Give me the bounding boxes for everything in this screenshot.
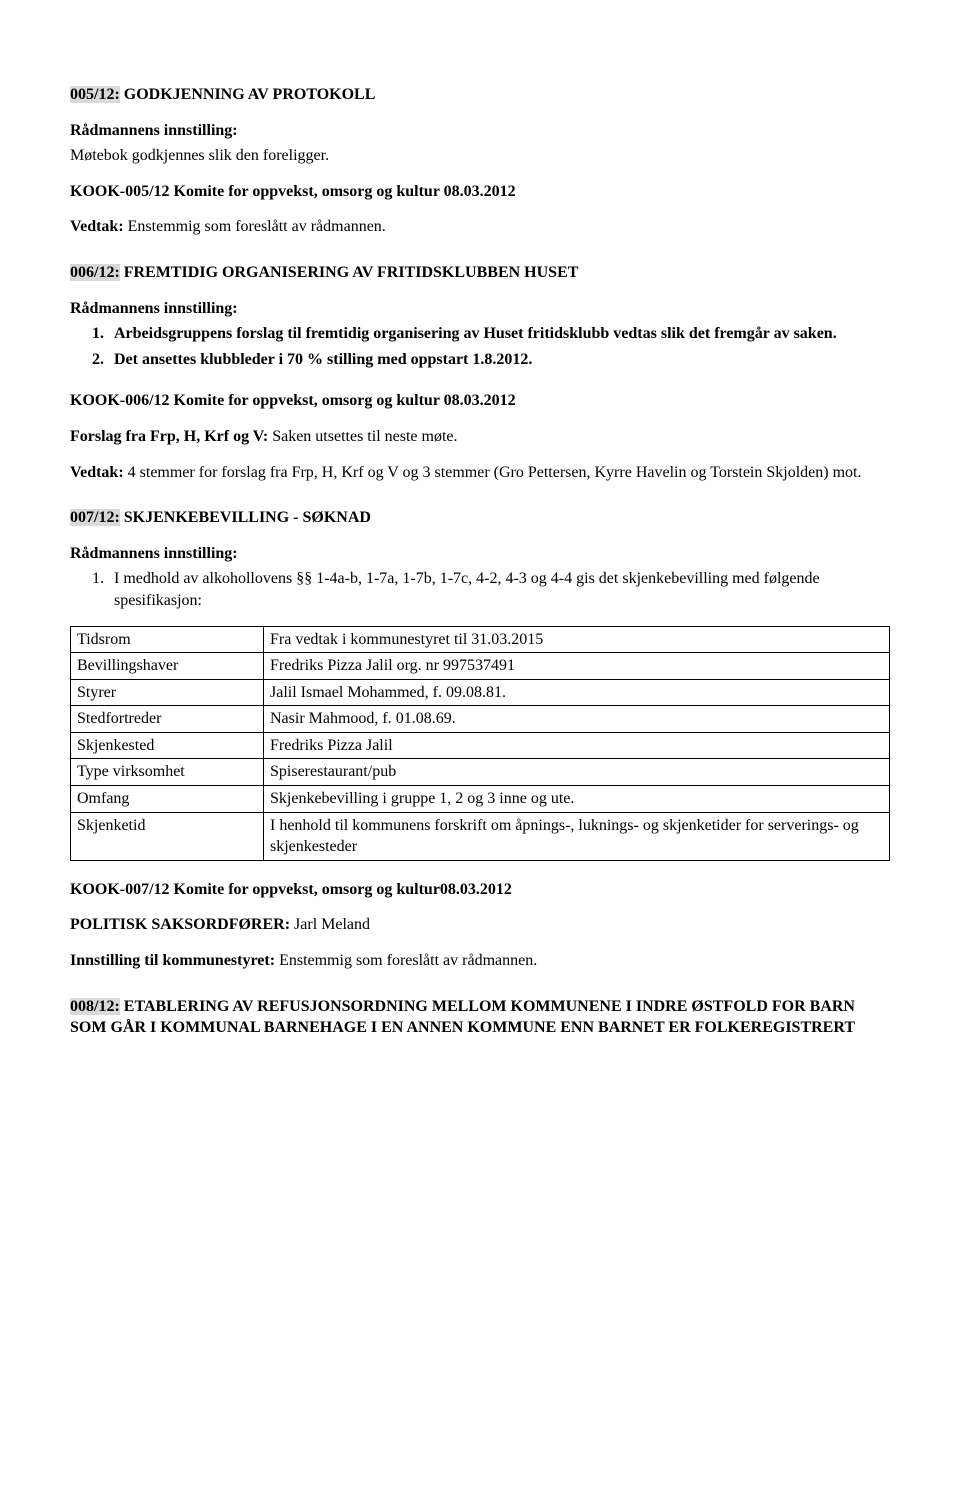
section-006-title: 006/12: FREMTIDIG ORGANISERING AV FRITID… [70, 262, 890, 284]
section-005-rest: GODKJENNING AV PROTOKOLL [120, 86, 376, 103]
section-005-title: 005/12: GODKJENNING AV PROTOKOLL [70, 84, 890, 106]
section-007-rest: SKJENKEBEVILLING - SØKNAD [120, 509, 371, 526]
table-cell: Tidsrom [71, 626, 264, 653]
table-cell: Skjenketid [71, 812, 264, 860]
s007-saksord-label: POLITISK SAKSORDFØRER: [70, 916, 290, 933]
section-007-num: 007/12: [70, 509, 120, 526]
table-row: Type virksomhetSpiserestaurant/pub [71, 759, 890, 786]
table-row: TidsromFra vedtak i kommunestyret til 31… [71, 626, 890, 653]
table-cell: Spiserestaurant/pub [264, 759, 890, 786]
s006-vedtak-label: Vedtak: [70, 464, 124, 481]
s007-saksord-text: Jarl Meland [290, 916, 370, 933]
s006-kook: KOOK-006/12 Komite for oppvekst, omsorg … [70, 390, 890, 412]
list-item: Det ansettes klubbleder i 70 % stilling … [108, 349, 890, 371]
table-cell: Skjenkebevilling i gruppe 1, 2 og 3 inne… [264, 786, 890, 813]
table-cell: Skjenkested [71, 732, 264, 759]
section-008-title: 008/12: ETABLERING AV REFUSJONSORDNING M… [70, 996, 890, 1039]
section-006-rest: FREMTIDIG ORGANISERING AV FRITIDSKLUBBEN… [120, 264, 579, 281]
s007-innstilling-label: Rådmannens innstilling: [70, 543, 890, 565]
s006-forslag-text: Saken utsettes til neste møte. [268, 428, 457, 445]
table-cell: Bevillingshaver [71, 653, 264, 680]
s005-innstilling-label: Rådmannens innstilling: [70, 120, 890, 142]
s007-innst-ks-text: Enstemmig som foreslått av rådmannen. [275, 952, 537, 969]
s006-innstilling-label: Rådmannens innstilling: [70, 298, 890, 320]
table-row: SkjenketidI henhold til kommunens forskr… [71, 812, 890, 860]
list-item: Arbeidsgruppens forslag til fremtidig or… [108, 323, 890, 345]
section-008-rest: ETABLERING AV REFUSJONSORDNING MELLOM KO… [70, 998, 855, 1037]
s005-vedtak-text: Enstemmig som foreslått av rådmannen. [124, 218, 386, 235]
table-cell: Jalil Ismael Mohammed, f. 09.08.81. [264, 679, 890, 706]
s007-kook: KOOK-007/12 Komite for oppvekst, omsorg … [70, 879, 890, 901]
table-cell: Fredriks Pizza Jalil org. nr 997537491 [264, 653, 890, 680]
s006-vedtak: Vedtak: 4 stemmer for forslag fra Frp, H… [70, 462, 890, 484]
s007-innst-ks: Innstilling til kommunestyret: Enstemmig… [70, 950, 890, 972]
s005-innstilling-text: Møtebok godkjennes slik den foreligger. [70, 145, 890, 167]
table-row: OmfangSkjenkebevilling i gruppe 1, 2 og … [71, 786, 890, 813]
section-005-num: 005/12: [70, 86, 120, 103]
s006-innstilling-list: Arbeidsgruppens forslag til fremtidig or… [70, 323, 890, 370]
section-006-num: 006/12: [70, 264, 120, 281]
list-item: I medhold av alkohollovens §§ 1-4a-b, 1-… [108, 568, 890, 611]
table-cell: Nasir Mahmood, f. 01.08.69. [264, 706, 890, 733]
table-cell: Type virksomhet [71, 759, 264, 786]
s007-saksord: POLITISK SAKSORDFØRER: Jarl Meland [70, 914, 890, 936]
table-cell: Stedfortreder [71, 706, 264, 733]
s005-vedtak: Vedtak: Enstemmig som foreslått av rådma… [70, 216, 890, 238]
s006-forslag: Forslag fra Frp, H, Krf og V: Saken utse… [70, 426, 890, 448]
section-008-num: 008/12: [70, 998, 120, 1015]
s007-innst-ks-label: Innstilling til kommunestyret: [70, 952, 275, 969]
section-007-title: 007/12: SKJENKEBEVILLING - SØKNAD [70, 507, 890, 529]
s006-forslag-label: Forslag fra Frp, H, Krf og V: [70, 428, 268, 445]
table-row: SkjenkestedFredriks Pizza Jalil [71, 732, 890, 759]
table-row: StyrerJalil Ismael Mohammed, f. 09.08.81… [71, 679, 890, 706]
s007-innstilling-list: I medhold av alkohollovens §§ 1-4a-b, 1-… [70, 568, 890, 611]
s006-vedtak-text: 4 stemmer for forslag fra Frp, H, Krf og… [124, 464, 862, 481]
s005-kook: KOOK-005/12 Komite for oppvekst, omsorg … [70, 181, 890, 203]
table-cell: Styrer [71, 679, 264, 706]
table-row: BevillingshaverFredriks Pizza Jalil org.… [71, 653, 890, 680]
s005-vedtak-label: Vedtak: [70, 218, 124, 235]
table-cell: Fra vedtak i kommunestyret til 31.03.201… [264, 626, 890, 653]
table-cell: I henhold til kommunens forskrift om åpn… [264, 812, 890, 860]
s007-table: TidsromFra vedtak i kommunestyret til 31… [70, 626, 890, 861]
table-row: StedfortrederNasir Mahmood, f. 01.08.69. [71, 706, 890, 733]
table-cell: Fredriks Pizza Jalil [264, 732, 890, 759]
table-cell: Omfang [71, 786, 264, 813]
